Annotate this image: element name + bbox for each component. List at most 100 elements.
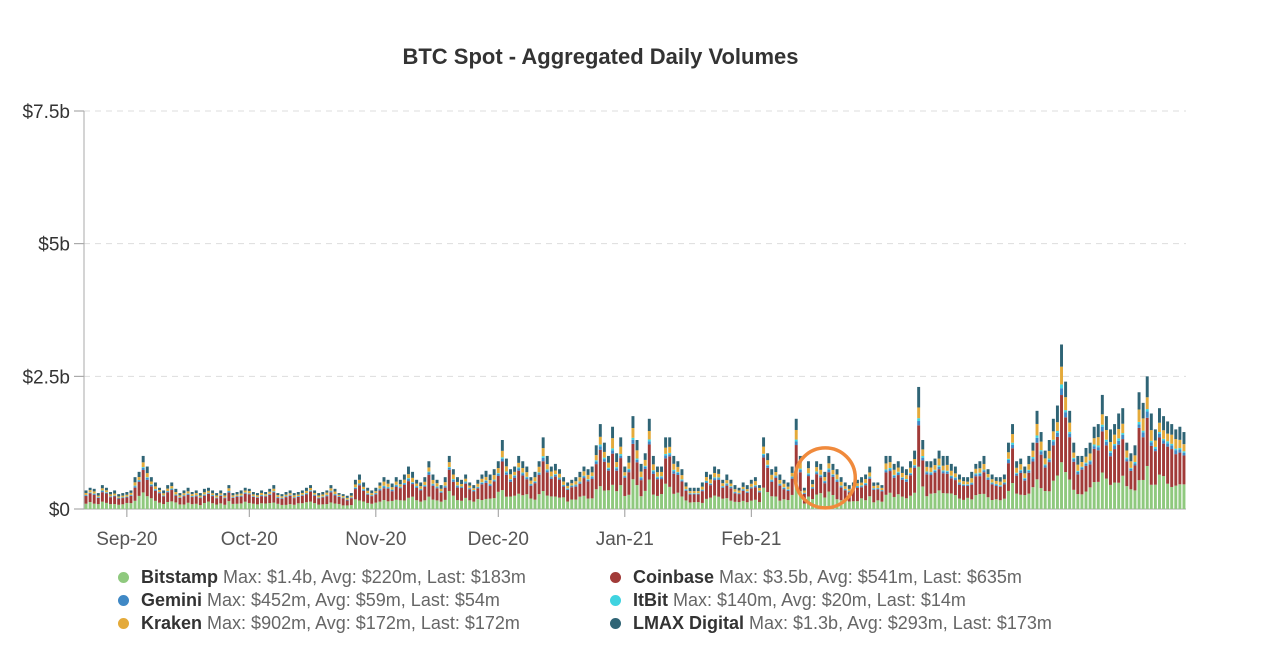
bar-segment-kraken: [929, 467, 933, 473]
bar-segment-coinbase: [1023, 480, 1027, 496]
bar-segment-gemini: [1068, 433, 1072, 438]
bar-segment-gemini: [84, 495, 88, 497]
bar-segment-lmax-digital: [1064, 381, 1068, 398]
bar-segment-lmax-digital: [864, 474, 868, 480]
bar-segment-coinbase: [990, 484, 994, 501]
bar-segment-lmax-digital: [541, 437, 545, 449]
bar-segment-kraken: [802, 490, 806, 493]
bar-segment-kraken: [255, 495, 259, 497]
bar-segment-lmax-digital: [962, 477, 966, 482]
bar-segment-kraken: [794, 429, 798, 440]
bar-segment-gemini: [460, 487, 464, 489]
bar-segment-itbit: [651, 470, 655, 472]
bar-segment-kraken: [590, 472, 594, 477]
bar-segment-bitstamp: [892, 496, 896, 509]
bar-segment-kraken: [904, 475, 908, 479]
bar-segment-lmax-digital: [917, 386, 921, 408]
bar-segment-kraken: [553, 470, 557, 475]
bar-segment-bitstamp: [1035, 479, 1039, 509]
bar-segment-kraken: [1039, 441, 1043, 451]
bar-segment-bitstamp: [553, 496, 557, 509]
bar-segment-lmax-digital: [162, 490, 166, 494]
bar-segment-itbit: [953, 477, 957, 479]
bar-segment-itbit: [643, 465, 647, 467]
bar-segment-bitstamp: [982, 493, 986, 509]
bar-segment-bitstamp: [749, 500, 753, 509]
bar-segment-itbit: [1027, 469, 1031, 471]
bar-segment-kraken: [129, 492, 133, 495]
bar-segment-gemini: [341, 497, 345, 499]
bar-segment-bitstamp: [566, 501, 570, 509]
bar-segment-bitstamp: [643, 490, 647, 509]
bar-segment-gemini: [953, 478, 957, 481]
bar-segment-gemini: [194, 495, 198, 497]
bar-segment-bitstamp: [174, 502, 178, 509]
bar-segment-lmax-digital: [431, 474, 435, 480]
bar-segment-coinbase: [794, 445, 798, 484]
bar-segment-kraken: [909, 467, 912, 473]
bar-segment-lmax-digital: [1027, 455, 1031, 465]
bar-segment-gemini: [541, 457, 545, 462]
bar-segment-kraken: [492, 475, 496, 480]
legend-item-kraken[interactable]: Kraken Max: $902m, Avg: $172m, Last: $17…: [118, 611, 520, 635]
bar-segment-coinbase: [688, 494, 692, 503]
bar-segment-coinbase: [243, 493, 247, 502]
bar-segment-itbit: [541, 456, 545, 458]
bar-segment-bitstamp: [472, 501, 476, 509]
bar-segment-lmax-digital: [517, 455, 521, 463]
bar-segment-coinbase: [958, 484, 961, 499]
bar-segment-gemini: [198, 497, 202, 499]
bar-segment-bitstamp: [941, 493, 945, 509]
bar-segment-bitstamp: [782, 499, 786, 509]
bar-segment-gemini: [913, 466, 917, 468]
bar-segment-gemini: [398, 487, 402, 489]
bar-segment-lmax-digital: [170, 482, 174, 487]
bar-segment-kraken: [272, 488, 276, 492]
bar-segment-bitstamp: [500, 490, 504, 509]
bar-segment-kraken: [627, 462, 631, 469]
legend-item-bitstamp[interactable]: Bitstamp Max: $1.4b, Avg: $220m, Last: $…: [118, 565, 526, 589]
bar-segment-lmax-digital: [280, 494, 284, 497]
legend-item-coinbase[interactable]: Coinbase Max: $3.5b, Avg: $541m, Last: $…: [610, 565, 1022, 589]
bar-segment-gemini: [811, 487, 815, 489]
bar-segment-kraken: [594, 455, 598, 461]
bar-segment-kraken: [455, 481, 459, 486]
bar-segment-lmax-digital: [672, 455, 676, 464]
bar-segment-gemini: [713, 478, 717, 481]
bar-segment-itbit: [1117, 438, 1121, 441]
bar-segment-itbit: [998, 485, 1002, 486]
bar-segment-bitstamp: [276, 503, 280, 509]
bar-segment-bitstamp: [958, 498, 961, 509]
bar-segment-kraken: [537, 466, 541, 473]
bar-segment-itbit: [1019, 469, 1023, 471]
bar-segment-kraken: [1145, 397, 1149, 410]
bar-segment-coinbase: [945, 473, 949, 494]
bar-segment-gemini: [178, 497, 182, 498]
bar-segment-lmax-digital: [978, 461, 982, 469]
bar-segment-itbit: [700, 489, 704, 491]
bar-segment-bitstamp: [521, 495, 525, 509]
bar-segment-kraken: [529, 480, 533, 484]
legend-item-itbit[interactable]: ItBit Max: $140m, Avg: $20m, Last: $14m: [610, 588, 966, 612]
bar-segment-itbit: [896, 471, 900, 473]
bar-segment-lmax-digital: [1006, 442, 1010, 453]
bar-segment-gemini: [1125, 459, 1129, 462]
bar-segment-itbit: [607, 467, 610, 469]
bar-segment-gemini: [260, 495, 264, 497]
bar-segment-coinbase: [84, 496, 88, 504]
bar-segment-bitstamp: [88, 502, 92, 509]
bar-segment-itbit: [798, 468, 802, 470]
bar-segment-bitstamp: [268, 503, 272, 509]
bar-segment-gemini: [676, 472, 680, 475]
legend-item-gemini[interactable]: Gemini Max: $452m, Avg: $59m, Last: $54m: [118, 588, 500, 612]
bar-segment-kraken: [651, 464, 655, 471]
bar-segment-gemini: [884, 470, 888, 473]
bar-segment-gemini: [1092, 446, 1096, 449]
y-tick-label: $2.5b: [22, 367, 70, 388]
bar-segment-coinbase: [815, 474, 819, 495]
bar-segment-coinbase: [517, 470, 521, 494]
bar-segment-lmax-digital: [1162, 416, 1166, 431]
bar-segment-itbit: [533, 481, 537, 483]
bar-segment-lmax-digital: [839, 477, 843, 482]
legend-item-lmax-digital[interactable]: LMAX Digital Max: $1.3b, Avg: $293m, Las…: [610, 611, 1052, 635]
